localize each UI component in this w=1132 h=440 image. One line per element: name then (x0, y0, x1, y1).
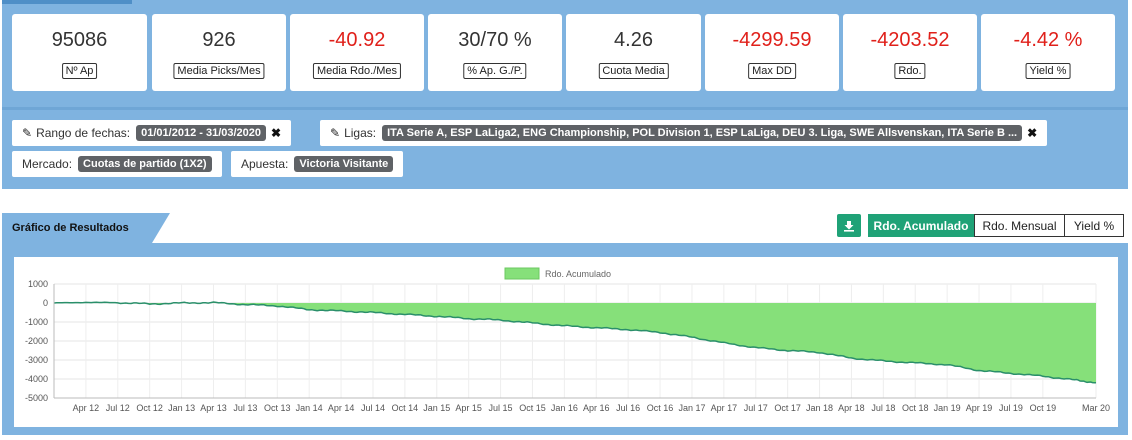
chart-container: 1000 0 -1000 -2000 -3000 -4000 -5000 Apr 12 Jul … (14, 257, 1118, 427)
x-tick-label: Jul 18 (871, 403, 895, 413)
stat-card: 95086 Nº Ap (12, 14, 147, 91)
x-tick-label: Apr 12 (73, 403, 100, 413)
stats-top-tab (2, 0, 132, 4)
stat-value: -40.92 (328, 29, 386, 51)
pencil-icon: ✎ (330, 126, 341, 140)
results-chart: 1000 0 -1000 -2000 -3000 -4000 -5000 Apr 12 Jul … (25, 267, 1110, 413)
filter-label-leagues: Ligas: (344, 126, 377, 140)
stat-value: -4203.52 (870, 29, 950, 51)
x-tick-label: Jul 16 (616, 403, 640, 413)
stat-card: 30/70 % % Ap. G./P. (428, 14, 562, 91)
toggle-yield[interactable]: Yield % (1064, 214, 1124, 237)
series-line (53, 301, 1097, 384)
x-tick-label: Jan 15 (423, 403, 450, 413)
stat-value: 926 (202, 29, 236, 51)
y-tick-label: 1000 (28, 279, 48, 289)
stat-card: -40.92 Media Rdo./Mes (290, 14, 424, 91)
x-tick-label: Oct 13 (264, 403, 291, 413)
y-tick-label: -1000 (25, 317, 48, 327)
stat-value: -4.42 % (1013, 29, 1083, 51)
filter-label-market: Mercado: (22, 157, 73, 171)
x-tick-label: Jul 19 (999, 403, 1023, 413)
filter-label-date: Rango de fechas: (36, 126, 131, 140)
x-tick-label: Oct 16 (647, 403, 674, 413)
close-icon[interactable]: ✖ (271, 126, 282, 140)
filter-value-market: Cuotas de partido (1X2) (78, 156, 212, 172)
x-tick-label: Jul 12 (106, 403, 130, 413)
x-tick-label: Apr 18 (838, 403, 865, 413)
y-tick-label: -5000 (25, 393, 48, 403)
stat-value: 4.26 (614, 29, 653, 51)
x-tick-label: Oct 12 (136, 403, 163, 413)
filter-chip-bet[interactable]: Apuesta: Victoria Visitante (231, 151, 404, 177)
stat-value: -4299.59 (732, 29, 812, 51)
x-tick-label: Oct 19 (1030, 403, 1057, 413)
filter-value-bet: Victoria Visitante (294, 156, 394, 172)
x-tick-label: Jul 13 (233, 403, 257, 413)
legend-label: Rdo. Acumulado (545, 269, 611, 279)
filter-chip-leagues[interactable]: ✎ Ligas: ITA Serie A, ESP LaLiga2, ENG C… (320, 120, 1048, 146)
close-icon[interactable]: ✖ (1027, 126, 1038, 140)
x-tick-label: Jul 15 (489, 403, 513, 413)
stat-label: Media Picks/Mes (173, 63, 265, 79)
area-fill (54, 302, 1096, 383)
stat-label: % Ap. G./P. (463, 63, 527, 79)
x-tick-label: Jul 17 (744, 403, 768, 413)
stat-value: 30/70 % (458, 29, 532, 51)
legend-swatch (504, 267, 540, 280)
y-tick-label: 0 (43, 298, 48, 308)
x-tick-label: Apr 14 (328, 403, 355, 413)
toggle-rdo-acumulado[interactable]: Rdo. Acumulado (868, 214, 974, 237)
x-tick-label: Oct 18 (902, 403, 929, 413)
x-tick-label: Jan 18 (806, 403, 833, 413)
chart-panel: 1000 0 -1000 -2000 -3000 -4000 -5000 Apr 12 Jul … (2, 243, 1128, 435)
x-tick-label: Jan 14 (296, 403, 323, 413)
chart-header: Gráfico de Resultados (2, 213, 170, 243)
stat-card: 4.26 Cuota Media (566, 14, 701, 91)
filter-chip-date-range[interactable]: ✎ Rango de fechas: 01/01/2012 - 31/03/20… (12, 120, 292, 146)
x-tick-label: Apr 13 (200, 403, 227, 413)
filter-label-bet: Apuesta: (241, 157, 289, 171)
stat-card: 926 Media Picks/Mes (152, 14, 286, 91)
stat-label: Cuota Media (598, 63, 669, 79)
stat-label: Max DD (748, 63, 796, 79)
filter-value-date: 01/01/2012 - 31/03/2020 (136, 125, 267, 141)
stat-card: -4.42 % Yield % (981, 14, 1115, 91)
x-tick-label: Oct 15 (519, 403, 546, 413)
chart-title: Gráfico de Resultados (2, 213, 152, 243)
stat-label: Media Rdo./Mes (312, 63, 402, 79)
x-tick-label: Jan 13 (168, 403, 195, 413)
chart-title-arrow (152, 213, 170, 243)
download-button[interactable] (837, 214, 861, 237)
x-tick-label: Apr 15 (455, 403, 482, 413)
filter-value-leagues: ITA Serie A, ESP LaLiga2, ENG Championsh… (382, 125, 1023, 141)
stat-label: Yield % (1025, 63, 1071, 79)
x-tick-label: Jan 19 (934, 403, 961, 413)
x-tick-label: Jul 14 (361, 403, 385, 413)
stat-card: -4203.52 Rdo. (843, 14, 977, 91)
x-tick-label: Jan 16 (551, 403, 578, 413)
pencil-icon: ✎ (22, 126, 33, 140)
x-tick-label: Oct 17 (774, 403, 801, 413)
stat-value: 95086 (51, 29, 108, 51)
stat-label: Rdo. (894, 63, 926, 79)
x-tick-label: Apr 19 (966, 403, 993, 413)
panel-notch (150, 99, 162, 107)
x-tick-label: Jan 17 (678, 403, 705, 413)
filter-chip-market[interactable]: Mercado: Cuotas de partido (1X2) (12, 151, 222, 177)
x-tick-label: Apr 16 (583, 403, 610, 413)
x-tick-label: Apr 17 (711, 403, 738, 413)
toggle-rdo-mensual[interactable]: Rdo. Mensual (974, 214, 1065, 237)
y-tick-label: -3000 (25, 355, 48, 365)
x-tick-label: Mar 20 (1082, 403, 1110, 413)
download-icon (844, 220, 854, 232)
filter-strip (2, 107, 1128, 110)
y-tick-label: -2000 (25, 336, 48, 346)
y-tick-label: -4000 (25, 374, 48, 384)
x-tick-label: Oct 14 (392, 403, 419, 413)
stat-label: Nº Ap (61, 63, 98, 79)
stat-card: -4299.59 Max DD (705, 14, 839, 91)
